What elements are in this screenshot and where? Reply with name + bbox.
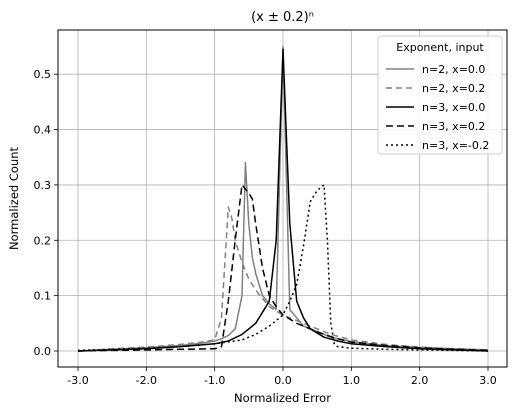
chart-title: (x ± 0.2)ⁿ xyxy=(251,10,314,25)
x-tick-label: 3.0 xyxy=(479,374,497,387)
x-tick-label: -1.0 xyxy=(204,374,225,387)
x-tick-label: -3.0 xyxy=(67,374,88,387)
y-tick-label: 0.1 xyxy=(34,290,52,303)
legend-label-1: n=2, x=0.0 xyxy=(422,63,485,76)
legend-label-5: n=3, x=-0.2 xyxy=(422,139,489,152)
series-line-5 xyxy=(77,184,489,352)
series-line-3 xyxy=(77,48,489,352)
y-tick-label: 0.3 xyxy=(34,179,52,192)
series-line-4 xyxy=(77,184,489,352)
legend-title: Exponent, input xyxy=(396,41,484,54)
y-tick-label: 0.5 xyxy=(34,68,52,81)
x-axis-label: Normalized Error xyxy=(234,391,331,405)
x-tick-label: 2.0 xyxy=(411,374,429,387)
y-tick-label: 0.2 xyxy=(34,234,52,247)
grid xyxy=(58,30,507,367)
ticks: -3.0 -2.0 -1.0 0.0 1.0 2.0 3.0 0.0 0.1 0.2 0.3 0.4 0… xyxy=(34,68,497,387)
legend-label-2: n=2, x=0.2 xyxy=(422,82,485,95)
legend-box xyxy=(377,35,503,155)
x-tick-label: 0.0 xyxy=(274,374,292,387)
series-layer xyxy=(77,45,489,352)
y-tick-label: 0.4 xyxy=(34,124,52,137)
plot-frame xyxy=(57,29,508,368)
series-line-2 xyxy=(77,206,489,352)
x-tick-label: 1.0 xyxy=(343,374,361,387)
y-tick-label: 0.0 xyxy=(34,345,52,358)
legend-label-4: n=3, x=0.2 xyxy=(422,120,485,133)
legend: Exponent, input n=2, x=0.0 n=2, x=0.2 n=3, … xyxy=(377,35,503,155)
x-tick-label: -2.0 xyxy=(136,374,157,387)
legend-label-3: n=3, x=0.0 xyxy=(422,101,485,114)
y-axis-label: Normalized Count xyxy=(7,147,21,251)
